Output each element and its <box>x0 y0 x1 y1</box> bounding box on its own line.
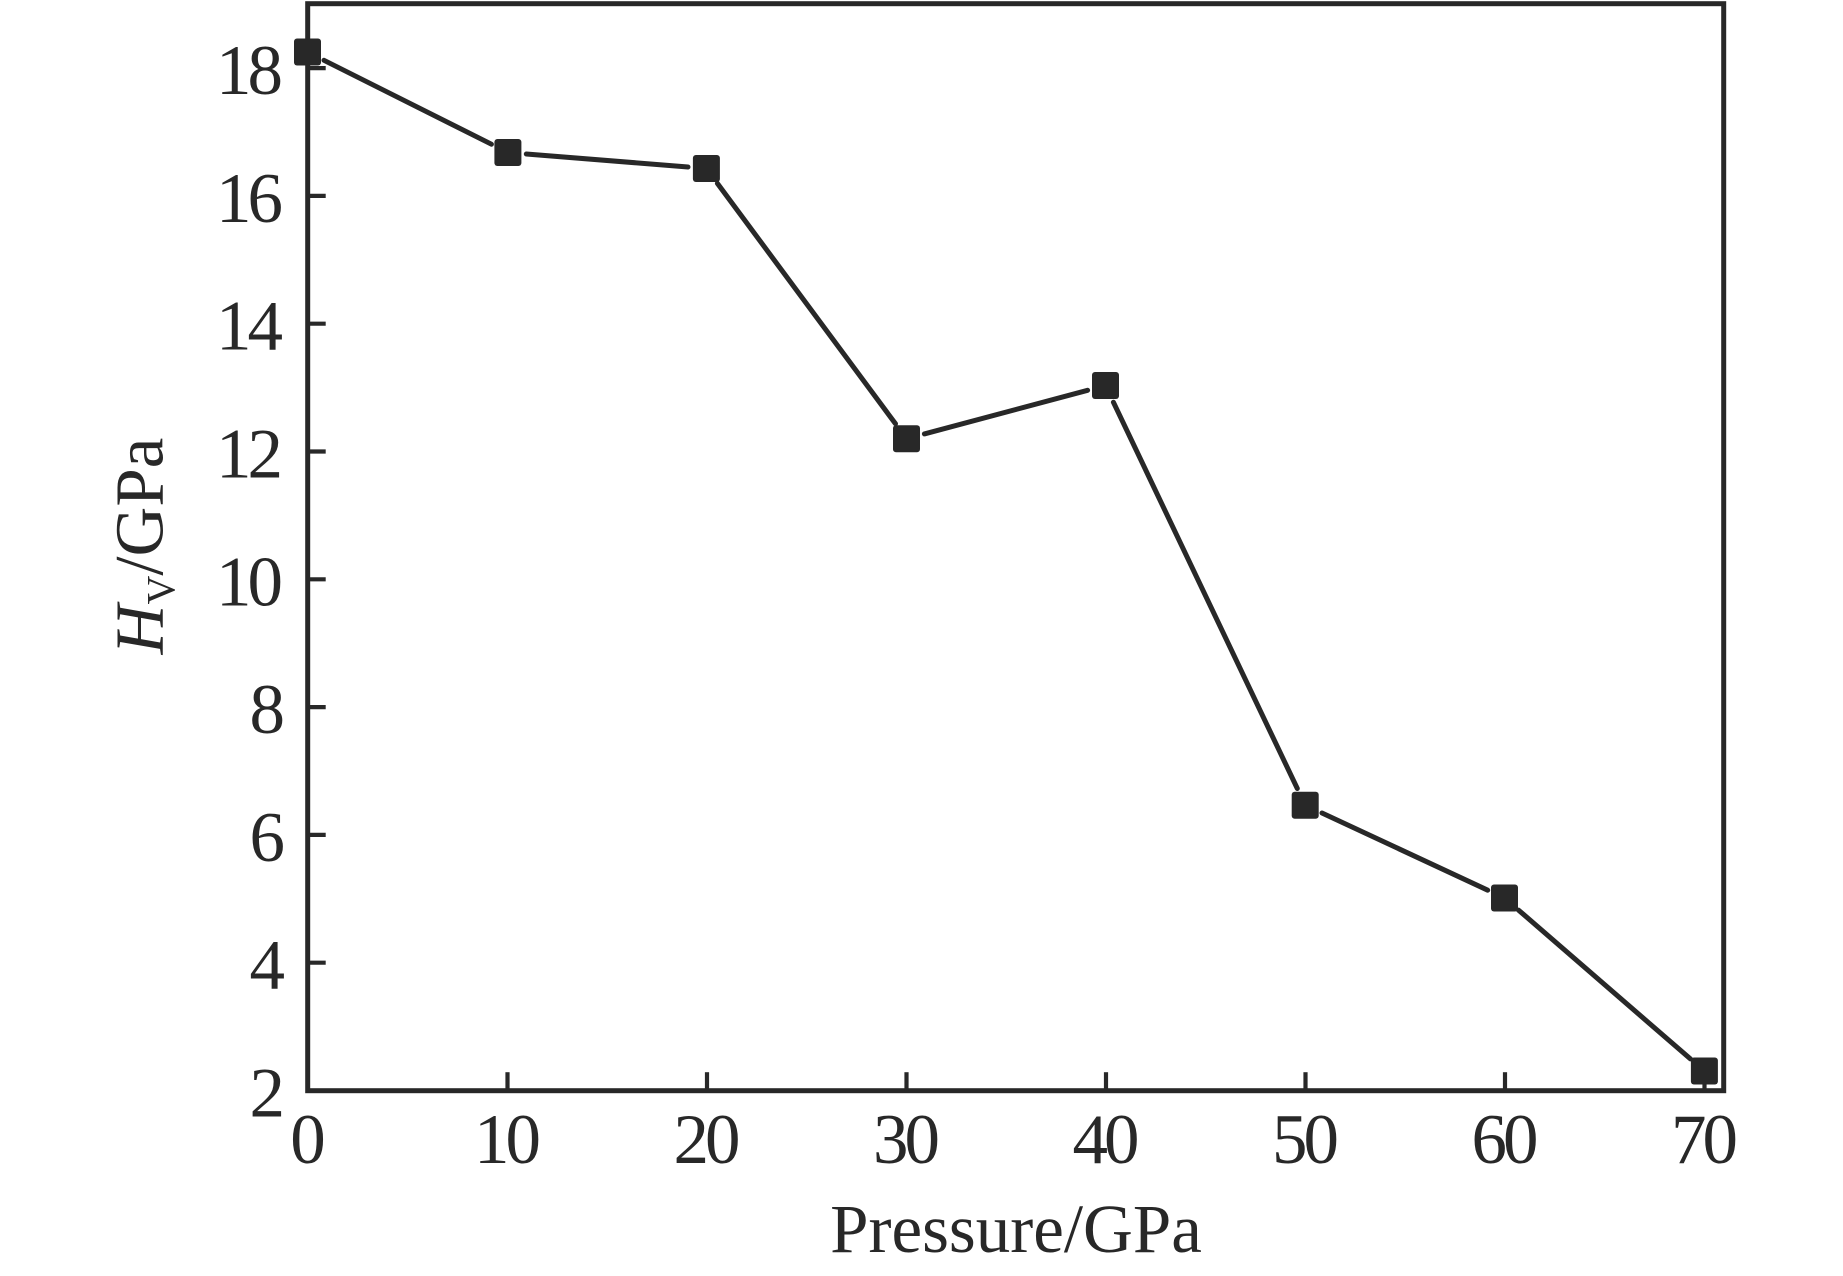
svg-text:18: 18 <box>216 32 281 110</box>
svg-text:10: 10 <box>474 1101 539 1179</box>
svg-text:50: 50 <box>1272 1101 1337 1179</box>
svg-text:10: 10 <box>216 543 281 621</box>
svg-text:60: 60 <box>1472 1101 1537 1179</box>
svg-text:20: 20 <box>674 1101 739 1179</box>
svg-text:16: 16 <box>216 160 282 238</box>
svg-text:HV/GPa: HV/GPa <box>102 438 184 656</box>
svg-text:2: 2 <box>250 1055 286 1133</box>
svg-text:40: 40 <box>1073 1101 1138 1179</box>
svg-text:6: 6 <box>250 799 286 877</box>
svg-text:8: 8 <box>250 671 286 749</box>
svg-text:12: 12 <box>216 416 280 494</box>
svg-text:0: 0 <box>290 1101 326 1179</box>
svg-text:Pressure/GPa: Pressure/GPa <box>830 1191 1202 1267</box>
svg-text:14: 14 <box>216 288 283 366</box>
svg-text:4: 4 <box>250 927 286 1005</box>
svg-text:70: 70 <box>1671 1101 1736 1179</box>
svg-text:30: 30 <box>873 1101 938 1179</box>
